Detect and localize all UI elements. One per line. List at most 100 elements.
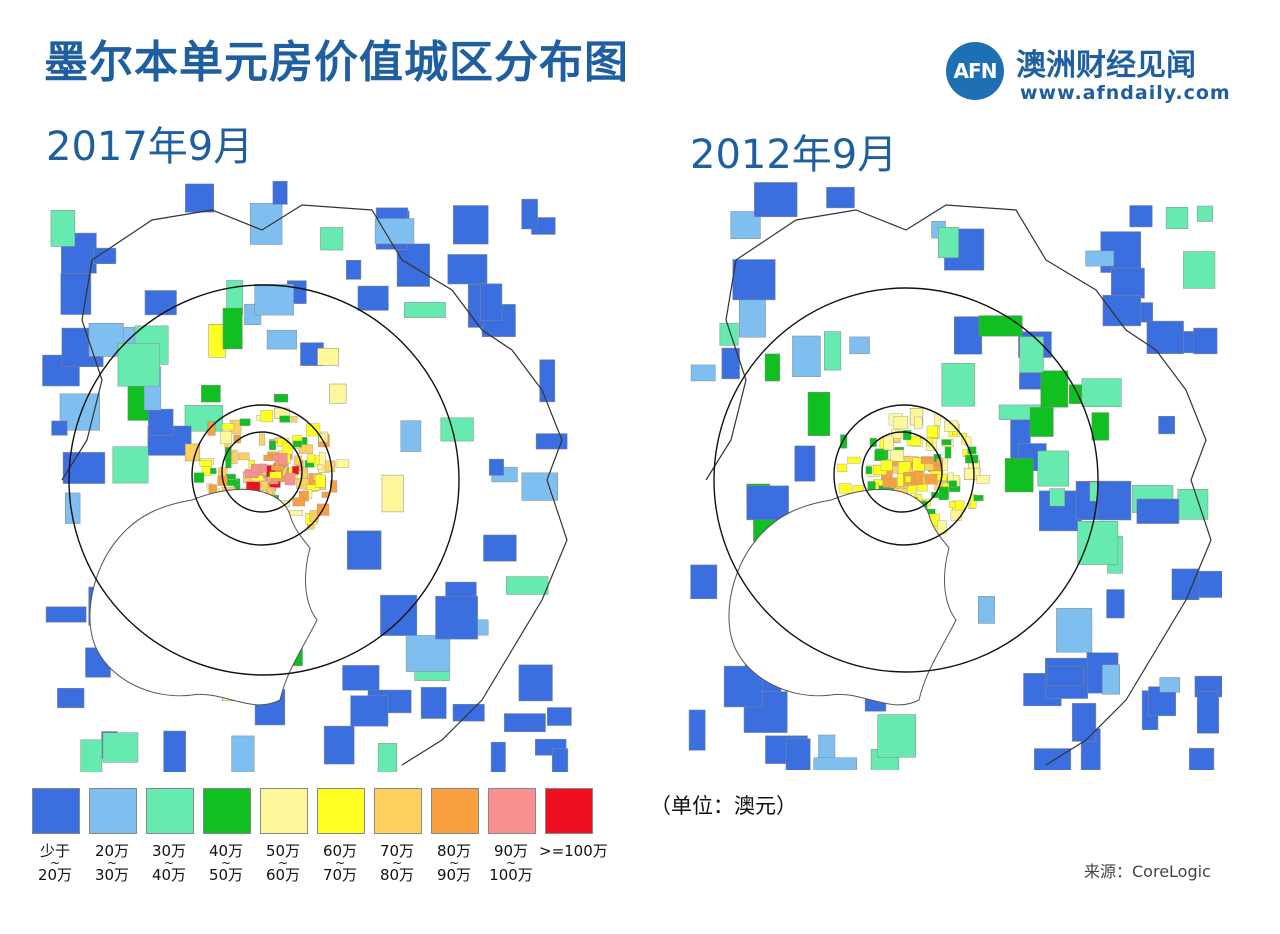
suburb-patch bbox=[405, 635, 451, 672]
suburb-patch bbox=[944, 446, 952, 459]
legend-label: 30万 ~40万 bbox=[140, 844, 198, 883]
suburb-patch bbox=[1193, 327, 1218, 355]
suburb-patch bbox=[690, 564, 718, 600]
data-source: 来源：CoreLogic bbox=[1084, 862, 1211, 881]
legend-label-bottom: 30万 bbox=[94, 866, 130, 884]
suburb-patch bbox=[199, 460, 213, 467]
legend-swatch bbox=[545, 788, 593, 834]
suburb-patch bbox=[947, 472, 954, 482]
suburb-patch bbox=[289, 510, 303, 516]
legend-swatch bbox=[374, 788, 422, 834]
suburb-patch bbox=[920, 458, 935, 464]
suburb-patch bbox=[259, 480, 269, 491]
suburb-patch bbox=[231, 449, 238, 464]
suburb-patch bbox=[869, 437, 877, 447]
legend-label: 90万 ~100万 bbox=[482, 844, 540, 883]
suburb-patch bbox=[937, 226, 959, 259]
suburb-patch bbox=[266, 329, 297, 350]
suburb-patch bbox=[813, 757, 858, 770]
suburb-patch bbox=[238, 452, 250, 461]
melbourne-map-2017 bbox=[42, 180, 580, 772]
suburb-patch bbox=[1183, 251, 1216, 289]
legend-label: 40万 ~50万 bbox=[197, 844, 255, 883]
suburb-patch bbox=[1111, 267, 1145, 299]
suburb-patch bbox=[1129, 205, 1153, 228]
suburb-patch bbox=[941, 363, 975, 407]
suburb-patch bbox=[840, 434, 848, 449]
suburb-patch bbox=[949, 501, 956, 509]
port-phillip-bay bbox=[728, 488, 957, 706]
suburb-patch bbox=[396, 243, 430, 287]
suburb-patch bbox=[838, 483, 852, 494]
suburb-patch bbox=[1029, 407, 1054, 437]
suburb-patch bbox=[1081, 378, 1122, 407]
afn-logo-icon: AFN bbox=[946, 42, 1004, 100]
suburb-patch bbox=[320, 227, 344, 251]
legend-label-separator: ~ bbox=[106, 856, 118, 870]
legend-label-separator: ~ bbox=[448, 856, 460, 870]
suburb-patch bbox=[880, 460, 893, 471]
suburb-patch bbox=[1102, 295, 1142, 327]
suburb-patch bbox=[1106, 589, 1125, 619]
suburb-patch bbox=[148, 408, 174, 436]
suburb-patch bbox=[890, 449, 904, 462]
suburb-patch bbox=[882, 478, 897, 488]
suburb-patch bbox=[324, 460, 336, 472]
suburb-patch bbox=[317, 347, 340, 366]
legend-swatch bbox=[146, 788, 194, 834]
suburb-patch bbox=[210, 467, 217, 474]
legend-label-bottom: 60万 bbox=[265, 866, 301, 884]
suburb-patch bbox=[506, 576, 549, 595]
suburb-patch bbox=[272, 180, 288, 205]
suburb-patch bbox=[222, 307, 243, 350]
suburb-patch bbox=[1037, 450, 1069, 487]
legend-label-top: 60万 bbox=[322, 842, 358, 860]
suburb-patch bbox=[249, 203, 283, 245]
suburb-patch bbox=[1102, 664, 1120, 695]
suburb-patch bbox=[374, 218, 415, 245]
legend-label-separator: ~ bbox=[505, 856, 517, 870]
map-date-2012: 2012年9月 bbox=[690, 132, 898, 178]
suburb-patch bbox=[231, 735, 255, 772]
suburb-patch bbox=[184, 443, 201, 462]
legend-label: 50万 ~60万 bbox=[254, 844, 312, 883]
suburb-patch bbox=[329, 383, 347, 404]
legend-label-top: >=100万 bbox=[539, 842, 608, 860]
legend-label: 60万 ~70万 bbox=[311, 844, 369, 883]
suburb-patch bbox=[893, 416, 909, 430]
suburb-patch bbox=[963, 467, 981, 480]
suburb-patch bbox=[973, 494, 984, 502]
suburb-patch bbox=[948, 480, 957, 488]
suburb-patch bbox=[92, 247, 117, 264]
suburb-patch bbox=[914, 416, 923, 430]
suburb-patch bbox=[271, 465, 285, 471]
page-title: 墨尔本单元房价值城区分布图 bbox=[44, 37, 629, 88]
suburb-patch bbox=[317, 464, 324, 470]
suburb-patch bbox=[254, 284, 294, 316]
suburb-patch bbox=[117, 343, 160, 387]
suburb-patch bbox=[933, 414, 941, 426]
legend-label-separator: ~ bbox=[163, 856, 175, 870]
suburb-patch bbox=[877, 714, 917, 758]
suburb-patch bbox=[488, 458, 504, 476]
legend-label-top: 20万 bbox=[94, 842, 130, 860]
suburb-patch bbox=[284, 472, 296, 486]
suburb-patch bbox=[65, 492, 81, 524]
suburb-patch bbox=[112, 446, 149, 484]
suburb-patch bbox=[269, 440, 277, 451]
legend-label-bottom: 80万 bbox=[379, 866, 415, 884]
suburb-patch bbox=[447, 254, 488, 285]
suburb-patch bbox=[738, 295, 766, 338]
suburb-patch bbox=[420, 687, 447, 719]
suburb-patch bbox=[914, 471, 924, 485]
suburb-patch bbox=[381, 474, 404, 513]
legend-label: 70万 ~80万 bbox=[368, 844, 426, 883]
suburb-patch bbox=[1177, 489, 1209, 520]
suburb-patch bbox=[764, 353, 781, 382]
suburb-patch bbox=[404, 302, 446, 318]
suburb-patch bbox=[906, 435, 921, 446]
suburb-patch bbox=[233, 434, 241, 444]
suburb-patch bbox=[978, 315, 1023, 337]
suburb-patch bbox=[1040, 370, 1069, 408]
suburb-patch bbox=[1136, 498, 1180, 524]
